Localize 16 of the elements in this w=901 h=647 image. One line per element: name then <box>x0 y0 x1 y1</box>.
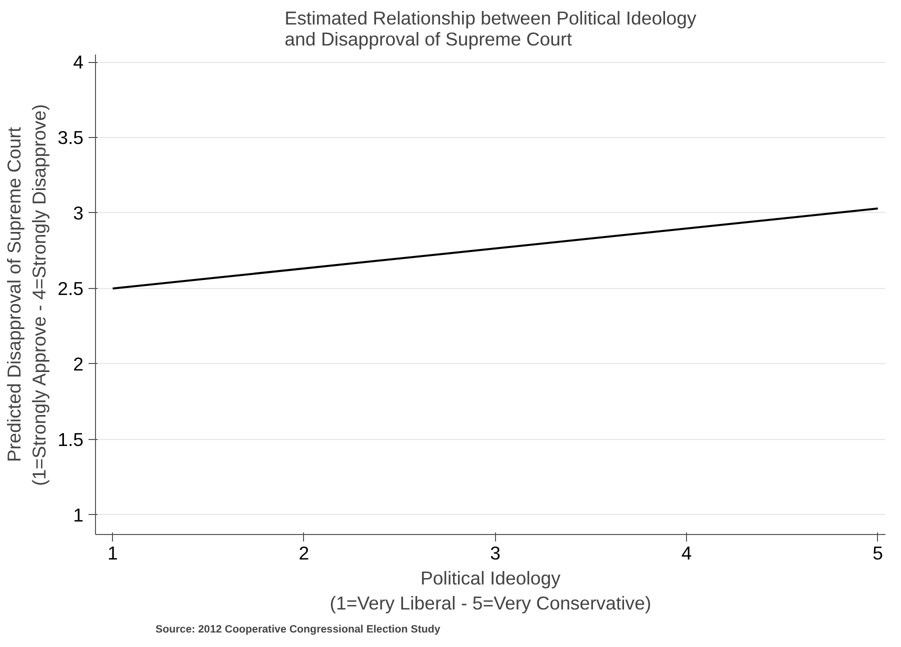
x-tick-label: 3 <box>490 542 500 564</box>
x-axis-title: Political Ideology (1=Very Liberal - 5=Very Conservative) <box>330 568 652 614</box>
y-tick-label: 3 <box>73 202 84 224</box>
y-axis-title: Predicted Disapproval of Supreme Court (1=Strongly Approve - 4=Strongly Disapprove) <box>3 104 50 486</box>
x-tick-label: 1 <box>108 542 118 564</box>
source-note: Source: 2012 Cooperative Congressional Election Study <box>156 624 440 636</box>
y-tick-label: 4 <box>73 52 84 73</box>
y-tick-label: 2.5 <box>58 278 84 299</box>
y-tick-label: 3.5 <box>58 127 84 148</box>
y-tick-label: 2 <box>73 353 84 374</box>
chart-title: Estimated Relationship between Political Ideology and Disapproval of Supreme Court <box>284 8 698 50</box>
x-tick-label: 5 <box>872 542 884 564</box>
x-tick-label: 2 <box>298 542 310 564</box>
y-tick-label: 1.5 <box>58 428 84 450</box>
x-tick-label: 4 <box>681 542 692 564</box>
y-tick-label: 1 <box>73 504 84 526</box>
